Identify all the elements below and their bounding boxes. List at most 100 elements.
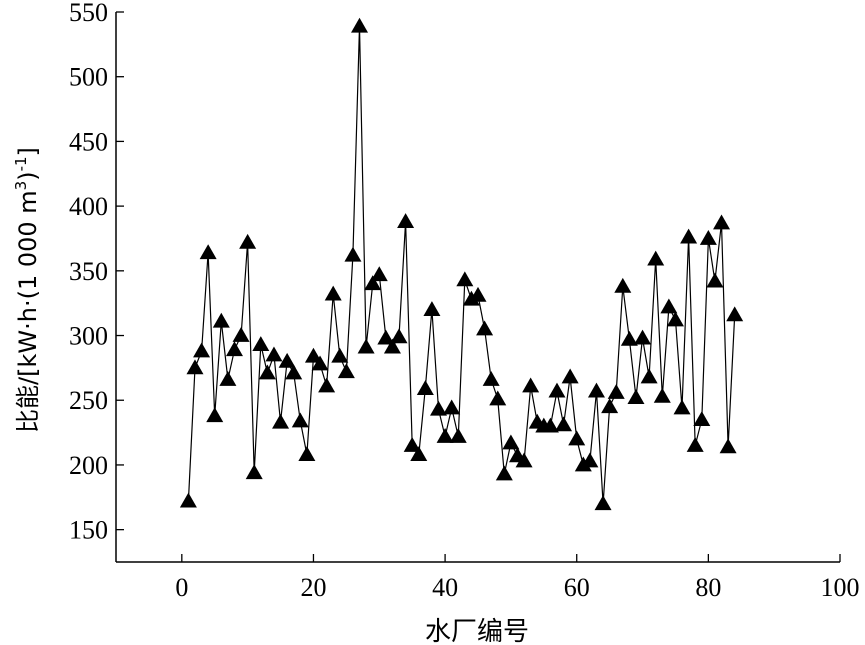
data-point (568, 430, 586, 446)
data-point (686, 437, 704, 452)
y-tick-label: 550 (69, 0, 108, 27)
x-tick-label: 80 (695, 573, 721, 602)
data-point (614, 277, 632, 293)
data-point (364, 275, 382, 291)
data-point (179, 492, 197, 508)
data-point (719, 438, 737, 454)
data-point (620, 330, 638, 346)
x-tick-label: 0 (175, 573, 188, 602)
y-axis-label-sup1: 3 (12, 181, 30, 191)
data-point (430, 400, 448, 416)
data-point (186, 359, 204, 375)
data-point (193, 342, 211, 358)
data-point (278, 352, 296, 368)
x-tick-label: 20 (300, 573, 326, 602)
data-point (436, 427, 454, 443)
data-point (541, 417, 559, 433)
data-point (390, 328, 408, 344)
data-point (449, 427, 467, 443)
data-point (351, 17, 369, 33)
data-point (495, 465, 513, 481)
data-point (647, 250, 665, 266)
data-point (462, 290, 480, 306)
data-point (318, 377, 336, 393)
series-line (187, 26, 736, 504)
data-point (383, 338, 401, 354)
data-point (587, 382, 605, 398)
data-point (443, 399, 461, 415)
y-tick-label: 200 (69, 451, 108, 480)
data-point (666, 311, 684, 327)
data-point (693, 411, 711, 427)
data-point (482, 371, 500, 386)
data-point (206, 407, 224, 423)
data-point (304, 347, 322, 363)
y-axis-label-end: ] (14, 147, 42, 156)
data-point (515, 452, 533, 468)
data-point (199, 244, 217, 260)
data-point (469, 286, 487, 302)
y-tick-label: 300 (69, 322, 108, 351)
data-point (456, 271, 474, 287)
data-point (291, 412, 309, 428)
y-tick-label: 150 (69, 516, 108, 545)
data-point (653, 387, 671, 403)
data-point (522, 377, 540, 393)
data-point (601, 398, 619, 414)
data-point (489, 390, 507, 406)
data-point (252, 336, 270, 351)
y-tick-label: 350 (69, 257, 108, 286)
data-point (574, 456, 592, 472)
data-point (272, 413, 290, 429)
data-point (212, 312, 230, 328)
data-point (680, 228, 698, 244)
data-point (232, 327, 250, 342)
data-point (561, 368, 579, 384)
y-tick-label: 450 (69, 127, 108, 156)
data-point (502, 434, 520, 450)
data-point (377, 329, 395, 345)
y-tick-label: 400 (69, 192, 108, 221)
data-point (410, 446, 428, 461)
x-tick-label: 60 (564, 573, 590, 602)
data-point (403, 437, 421, 452)
x-tick-label: 100 (821, 573, 860, 602)
data-point (298, 446, 316, 461)
data-point (607, 383, 625, 399)
ticks: 0 20 40 60 80 100 150 200 250 300 350 400 450 500 550 (69, 0, 860, 602)
x-tick-label: 40 (432, 573, 458, 602)
data-point (699, 229, 717, 245)
data-point (548, 382, 566, 398)
data-point (370, 266, 388, 282)
data-point (344, 246, 362, 262)
data-point (627, 389, 645, 405)
data-point (225, 341, 243, 357)
y-tick-label: 500 (69, 63, 108, 92)
data-point (416, 380, 434, 395)
data-point (219, 371, 237, 386)
axes (115, 12, 840, 563)
x-axis-label: 水厂编号 (425, 617, 529, 645)
data-point (258, 364, 276, 380)
data-point (311, 355, 329, 371)
data-point (660, 298, 678, 314)
data-point (581, 452, 599, 468)
data-point (245, 464, 263, 480)
data-point (357, 338, 375, 354)
data-point (726, 306, 744, 322)
data-point (555, 416, 573, 432)
data-point (324, 285, 342, 301)
data-point (239, 233, 257, 249)
data-point (713, 214, 731, 230)
data-point (337, 363, 355, 379)
y-axis-label-main: 比能/[kW·h·(1 000 m (14, 190, 42, 433)
data-point (594, 495, 612, 511)
data-point (397, 213, 415, 229)
data-point (634, 329, 652, 345)
y-axis-label-sup2: -1 (12, 156, 30, 171)
y-axis-label: 比能/[kW·h·(1 000 m3)-1] (12, 147, 42, 433)
data-point (706, 272, 724, 288)
data-point (423, 301, 441, 317)
data-point (640, 368, 658, 384)
